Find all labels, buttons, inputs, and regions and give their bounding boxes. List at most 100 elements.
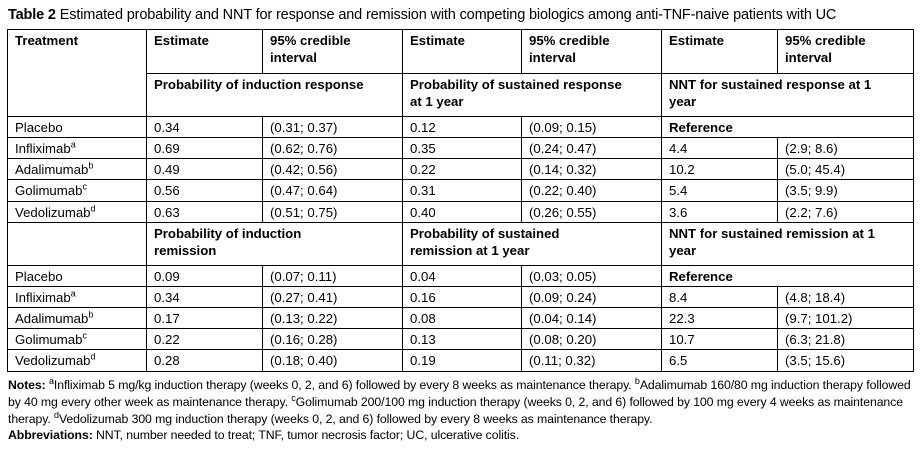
treatment-name: Vedolizumab (15, 353, 91, 369)
nnt-cell: 4.4 (661, 137, 778, 160)
table-caption: Estimated probability and NNT for respon… (59, 7, 837, 23)
group-header-nnt-remission: NNT for sustained remission at 1 year (661, 221, 914, 266)
table-row-placebo-response: Placebo 0.34 (0.31; 0.37) 0.12 (0.09; 0.… (7, 115, 914, 139)
footnote-marker: d (90, 203, 96, 214)
header-row: Treatment Estimate 95% credible interval… (7, 29, 914, 117)
table-row-placebo-remission: Placebo 0.09 (0.07; 0.11) 0.04 (0.03; 0.… (7, 264, 914, 287)
ci-cell: (0.24; 0.47) (521, 137, 662, 160)
table-row-golimumab-remission: Golimumabc 0.22 (0.16; 0.28) 0.13 (0.08;… (7, 328, 914, 351)
treatment-cell: Infliximaba (7, 137, 147, 160)
footnote-marker: b (88, 309, 94, 320)
estimate-cell: 0.22 (146, 328, 263, 351)
ci-cell: (0.62; 0.76) (262, 137, 403, 160)
ci-cell: (6.3; 21.8) (777, 328, 914, 351)
ci-cell: (0.09; 0.15) (521, 115, 662, 139)
empty-cell (7, 221, 147, 266)
estimate-cell: 0.40 (402, 200, 522, 223)
treatment-name: Vedolizumab (15, 204, 91, 220)
ci-cell: (0.07; 0.11) (262, 264, 403, 287)
nnt-cell: 8.4 (661, 285, 778, 309)
col-header-estimate-3: Estimate (661, 29, 778, 74)
ci-cell: (9.7; 101.2) (777, 307, 914, 330)
abbreviations-label: Abbreviations: (8, 428, 93, 443)
col-header-estimate-1: Estimate (146, 29, 263, 74)
ci-cell: (0.09; 0.24) (521, 285, 662, 309)
footnote-d-marker: d (54, 409, 59, 420)
data-table: Treatment Estimate 95% credible interval… (7, 29, 914, 372)
reference-cell: Reference (661, 115, 914, 139)
ci-cell: (0.51; 0.75) (262, 200, 403, 223)
footnote-a-marker: a (49, 375, 54, 386)
treatment-cell: Golimumabc (7, 179, 147, 202)
table-number: Table 2 (8, 7, 56, 23)
table-row-adalimumab-response: Adalimumabb 0.49 (0.42; 0.56) 0.22 (0.14… (7, 158, 914, 181)
ci-cell: (0.11; 0.32) (521, 349, 662, 372)
estimate-cell: 0.49 (146, 158, 263, 181)
nnt-cell: 6.5 (661, 349, 778, 372)
estimate-cell: 0.08 (402, 307, 522, 330)
ci-cell: (0.14; 0.32) (521, 158, 662, 181)
footnote-d-text: Vedolizumab 300 mg induction therapy (we… (58, 411, 653, 426)
abbreviations-text: NNT, number needed to treat; TNF, tumor … (96, 428, 520, 443)
treatment-name: Placebo (15, 120, 63, 135)
table-title: Table 2 Estimated probability and NNT fo… (8, 7, 913, 23)
section-1-group-header-row: Probability of induction response Probab… (8, 73, 914, 117)
ci-cell: (0.18; 0.40) (262, 349, 403, 372)
footnote-marker: c (82, 182, 87, 193)
treatment-name: Adalimumab (15, 162, 89, 178)
col-header-ci-3: 95% credible interval (777, 29, 914, 74)
group-header-sustained-remission: Probability of sustained remission at 1 … (402, 221, 662, 266)
table-row-adalimumab-remission: Adalimumabb 0.17 (0.13; 0.22) 0.08 (0.04… (7, 307, 914, 330)
treatment-name: Golimumab (15, 332, 83, 348)
ci-cell: (4.8; 18.4) (777, 285, 914, 309)
footnote-marker: b (88, 160, 94, 171)
ci-cell: (0.22; 0.40) (521, 179, 662, 202)
ci-cell: (5.0; 45.4) (777, 158, 914, 181)
ci-cell: (2.2; 7.6) (777, 200, 914, 223)
table-row-golimumab-response: Golimumabc 0.56 (0.47; 0.64) 0.31 (0.22;… (7, 179, 914, 202)
ci-cell: (0.42; 0.56) (262, 158, 403, 181)
footnote-marker: a (70, 288, 76, 299)
ci-cell: (0.27; 0.41) (262, 285, 403, 309)
group-header-induction-remission: Probability of induction remission (146, 221, 403, 266)
treatment-cell: Placebo (7, 115, 147, 139)
abbreviations: Abbreviations: NNT, number needed to tre… (8, 427, 913, 444)
treatment-name: Golimumab (15, 183, 83, 199)
estimate-cell: 0.56 (146, 179, 263, 202)
estimate-cell: 0.31 (402, 179, 522, 202)
ci-cell: (0.04; 0.14) (521, 307, 662, 330)
treatment-cell: Vedolizumabd (7, 200, 147, 223)
footnote-b-text: Adalimumab 160/80 mg induction therapy f… (8, 377, 911, 409)
group-header-sustained-response: Probability of sustained response at 1 y… (402, 73, 662, 117)
nnt-cell: 10.2 (661, 158, 778, 181)
nnt-cell: 10.7 (661, 328, 778, 351)
table-row-infliximab-response: Infliximaba 0.69 (0.62; 0.76) 0.35 (0.24… (7, 137, 914, 160)
estimate-cell: 0.34 (146, 285, 263, 309)
treatment-name: Infliximab (15, 141, 71, 157)
treatment-cell: Infliximaba (7, 285, 147, 309)
footnote-a-text: Infliximab 5 mg/kg induction therapy (we… (53, 377, 635, 392)
estimate-cell: 0.22 (402, 158, 522, 181)
estimate-cell: 0.19 (402, 349, 522, 372)
col-header-ci-1: 95% credible interval (262, 29, 403, 74)
estimate-cell: 0.04 (402, 264, 522, 287)
ci-cell: (0.16; 0.28) (262, 328, 403, 351)
table-row-infliximab-remission: Infliximaba 0.34 (0.27; 0.41) 0.16 (0.09… (7, 285, 914, 309)
estimate-cell: 0.17 (146, 307, 263, 330)
estimate-cell: 0.35 (402, 137, 522, 160)
treatment-cell: Adalimumabb (7, 307, 147, 330)
footnote-c-text: Golimumab 200/100 mg induction therapy (… (8, 394, 903, 426)
table-row-vedolizumab-remission: Vedolizumabd 0.28 (0.18; 0.40) 0.19 (0.1… (7, 349, 914, 372)
treatment-name: Placebo (15, 268, 63, 284)
reference-cell: Reference (661, 264, 914, 287)
nnt-cell: 3.6 (661, 200, 778, 223)
table-row-vedolizumab-response: Vedolizumabd 0.63 (0.51; 0.75) 0.40 (0.2… (7, 200, 914, 223)
estimate-cell: 0.34 (146, 115, 263, 139)
ci-cell: (3.5; 15.6) (777, 349, 914, 372)
estimate-cell: 0.69 (146, 137, 263, 160)
ci-cell: (2.9; 8.6) (777, 137, 914, 160)
estimate-cell: 0.13 (402, 328, 522, 351)
col-header-treatment: Treatment (7, 29, 147, 117)
nnt-cell: 22.3 (661, 307, 778, 330)
footnote-b-marker: b (634, 375, 640, 386)
